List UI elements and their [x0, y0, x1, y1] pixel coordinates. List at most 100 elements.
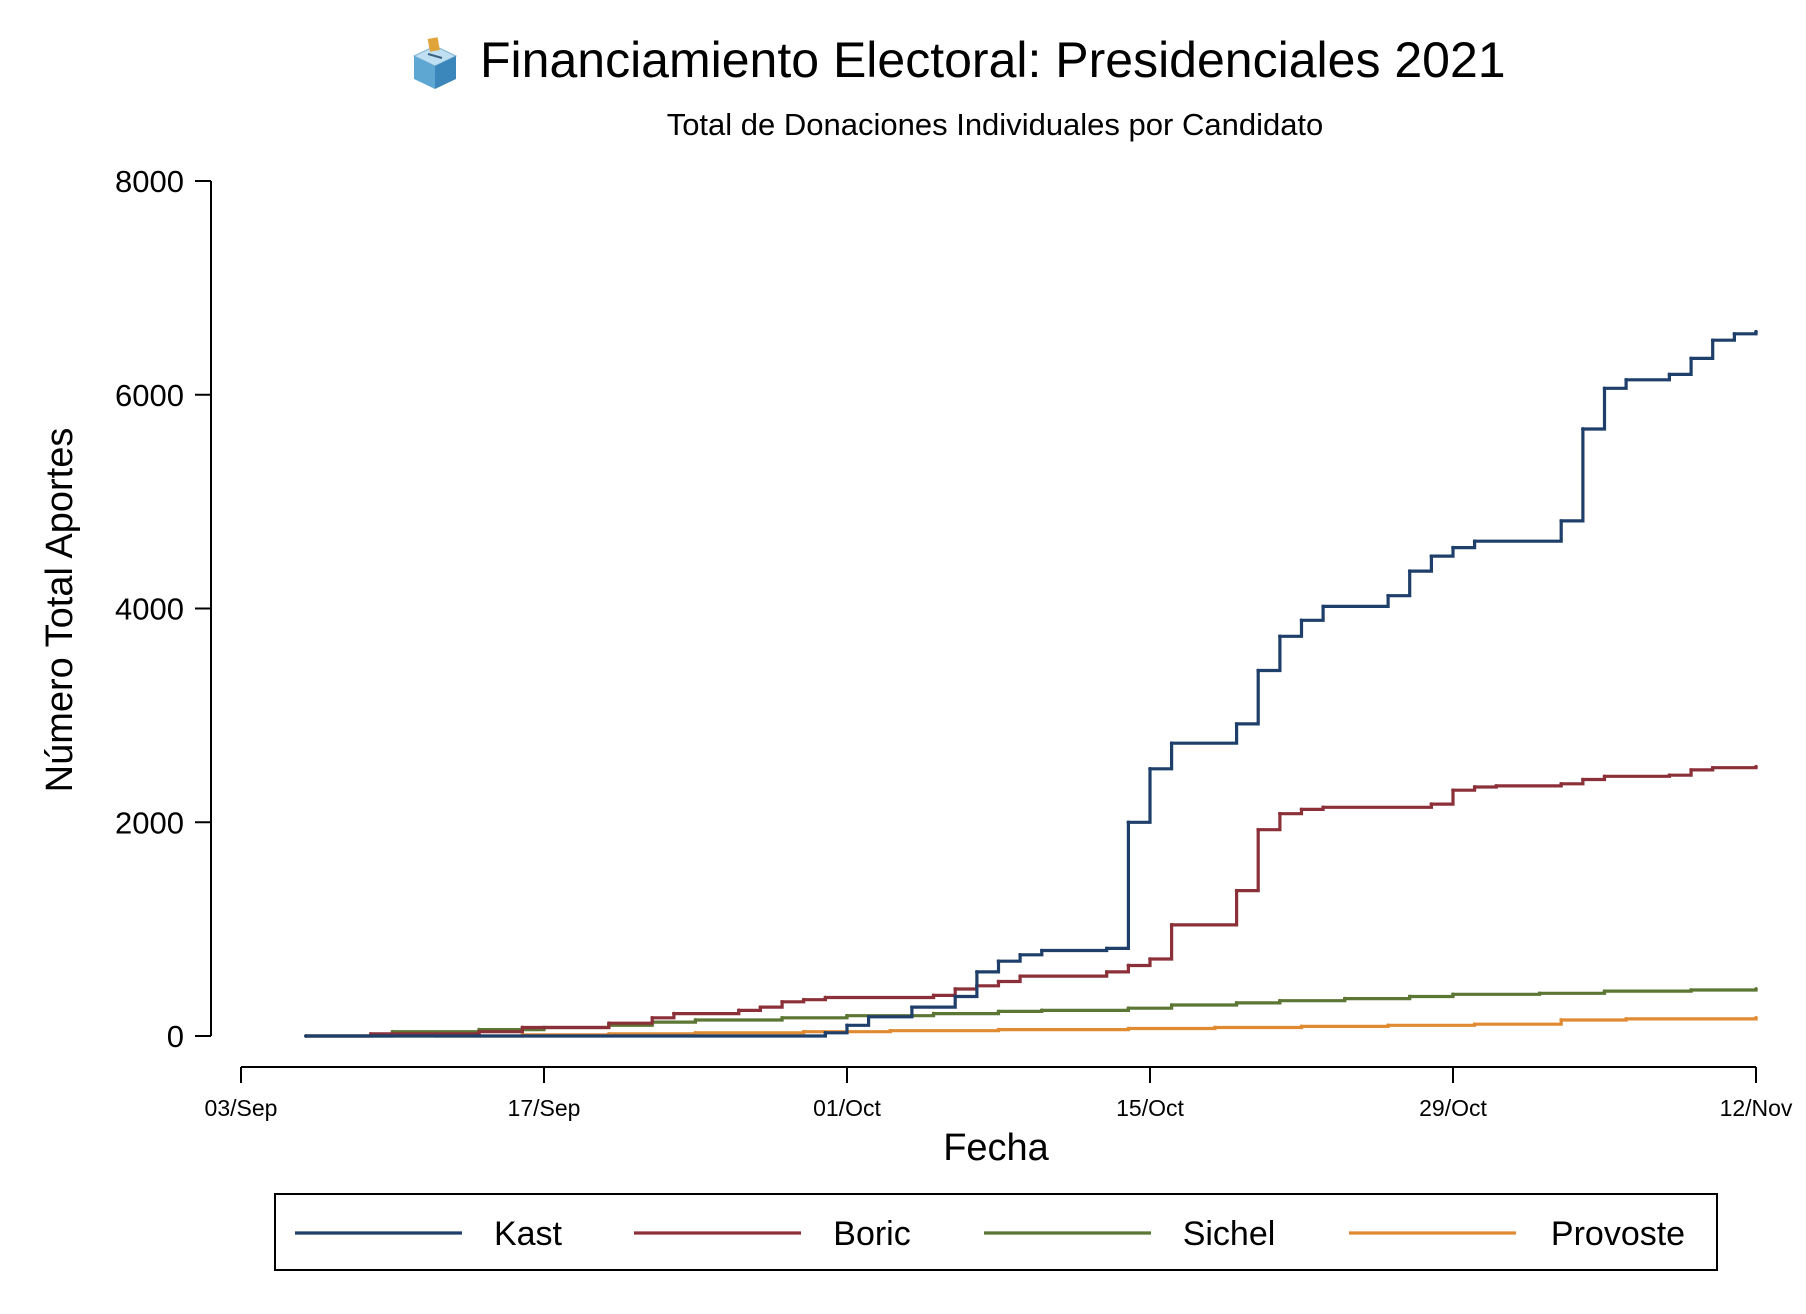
data-point-sichel — [1169, 1003, 1174, 1007]
data-point-boric — [1278, 811, 1282, 816]
chart-title: Financiamiento Electoral: Presidenciales… — [480, 32, 1506, 88]
data-point-boric — [1581, 777, 1585, 782]
series-layer — [304, 329, 1758, 1038]
data-point-kast — [1559, 519, 1564, 523]
data-point-boric — [1234, 888, 1239, 893]
data-point-sichel — [845, 1013, 849, 1018]
data-point-kast — [910, 1005, 914, 1009]
data-point-boric — [1256, 827, 1261, 832]
data-point-sichel — [1754, 987, 1758, 991]
data-point-sichel — [996, 1009, 1001, 1014]
data-point-provoste — [1624, 1017, 1628, 1021]
data-point-boric — [1299, 807, 1304, 812]
data-point-kast — [1624, 377, 1628, 382]
data-point-sichel — [1537, 991, 1542, 996]
y-tick-label: 6000 — [115, 378, 184, 413]
data-point-boric — [1126, 963, 1131, 968]
x-tick-label: 17/Sep — [508, 1095, 581, 1121]
series-line-kast — [305, 331, 1758, 1038]
data-point-boric — [1429, 802, 1434, 806]
data-point-sichel — [931, 1011, 936, 1016]
data-point-kast — [823, 1030, 828, 1035]
data-point-kast — [1429, 554, 1434, 558]
data-point-boric — [1169, 923, 1174, 927]
data-point-boric — [1148, 957, 1152, 961]
data-point-kast — [1754, 329, 1758, 334]
y-axis: 0 2000 4000 6000 8000 — [115, 164, 212, 1054]
y-axis-label: Número Total Aportes — [39, 428, 81, 793]
data-point-kast — [1472, 539, 1477, 543]
data-point-kast — [975, 970, 979, 974]
legend-label-provoste: Provoste — [1551, 1215, 1685, 1253]
data-point-kast — [1278, 634, 1282, 639]
legend: Kast Boric Sichel Provoste — [274, 1193, 1718, 1271]
data-point-kast — [1451, 545, 1455, 550]
data-point-provoste — [1386, 1023, 1390, 1028]
data-point-kast — [1581, 427, 1585, 431]
data-point-kast — [866, 1014, 871, 1019]
data-point-boric — [736, 1008, 741, 1013]
data-point-provoste — [888, 1028, 893, 1033]
title-group: Financiamiento Electoral: Presidenciales… — [412, 32, 1506, 142]
data-point-boric — [1667, 773, 1672, 778]
data-point-kast — [996, 959, 1001, 963]
data-point-provoste — [1472, 1022, 1477, 1027]
data-point-kast — [1256, 668, 1261, 673]
data-point-kast — [1104, 946, 1109, 951]
data-point-kast — [1018, 952, 1022, 957]
data-point-kast — [1169, 741, 1174, 745]
data-point-provoste — [996, 1027, 1001, 1032]
data-point-sichel — [1689, 988, 1693, 992]
data-point-sichel — [1407, 994, 1412, 999]
data-point-boric — [996, 979, 1001, 984]
data-point-provoste — [1299, 1024, 1304, 1029]
y-tick-label: 8000 — [115, 164, 184, 199]
data-point-kast — [1602, 386, 1607, 391]
data-point-kast — [1234, 722, 1239, 726]
data-point-provoste — [1126, 1026, 1131, 1031]
data-point-kast — [304, 1034, 308, 1038]
data-point-kast — [1299, 618, 1304, 623]
data-point-provoste — [1213, 1025, 1217, 1030]
data-point-boric — [1689, 768, 1693, 772]
data-point-boric — [823, 995, 828, 1000]
x-tick-label: 12/Nov — [1720, 1095, 1793, 1121]
data-point-provoste — [693, 1030, 698, 1035]
data-point-boric — [1018, 974, 1022, 978]
x-tick-label: 15/Oct — [1116, 1095, 1184, 1121]
data-point-provoste — [801, 1029, 806, 1034]
data-point-sichel — [1126, 1006, 1131, 1011]
data-point-sichel — [1342, 996, 1347, 1001]
data-point-kast — [1039, 948, 1044, 953]
data-point-boric — [758, 1005, 763, 1009]
data-point-kast — [1321, 604, 1325, 609]
data-point-boric — [1754, 764, 1758, 769]
x-axis: 03/Sep 17/Sep 01/Oct 15/Oct 29/Oct 12/Nov — [205, 1066, 1793, 1121]
data-point-kast — [1732, 332, 1737, 336]
data-point-provoste — [1754, 1016, 1758, 1020]
data-point-sichel — [1234, 1001, 1239, 1005]
data-point-provoste — [1559, 1018, 1564, 1022]
ballot-box-icon — [412, 37, 458, 89]
data-point-sichel — [1039, 1008, 1044, 1013]
data-point-kast — [1126, 820, 1131, 825]
data-point-boric — [520, 1025, 525, 1030]
y-tick-label: 2000 — [115, 805, 184, 840]
data-point-boric — [1602, 774, 1607, 779]
x-tick-label: 01/Oct — [813, 1095, 881, 1121]
data-point-sichel — [1451, 992, 1455, 997]
y-tick-label: 0 — [167, 1019, 184, 1054]
data-point-kast — [1710, 338, 1715, 343]
data-point-boric — [1559, 781, 1564, 786]
data-point-boric — [650, 1016, 655, 1020]
data-point-kast — [953, 994, 958, 999]
data-point-sichel — [1602, 989, 1607, 993]
data-point-boric — [1451, 788, 1455, 792]
data-point-boric — [953, 987, 958, 991]
x-tick-label: 03/Sep — [205, 1095, 278, 1121]
data-point-boric — [931, 993, 936, 998]
data-point-kast — [845, 1023, 849, 1028]
data-point-sichel — [693, 1018, 698, 1022]
data-point-boric — [801, 997, 806, 1002]
